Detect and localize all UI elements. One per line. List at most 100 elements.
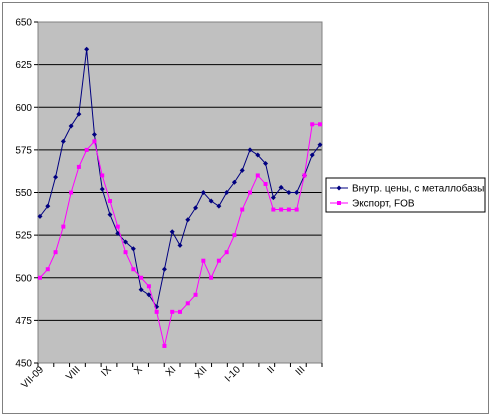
- legend-box: [325, 177, 486, 213]
- legend-item: Экспорт, FOB: [330, 199, 415, 210]
- data-point: [154, 309, 159, 314]
- data-point: [216, 203, 222, 209]
- data-point: [209, 275, 214, 280]
- data-point: [100, 173, 105, 178]
- data-point: [91, 132, 97, 138]
- data-point: [224, 250, 229, 255]
- y-tick-label: 550: [15, 188, 32, 199]
- data-point: [270, 195, 276, 201]
- data-point: [53, 250, 58, 255]
- data-point: [123, 250, 128, 255]
- legend-label: Внутр. цены, с металлобазы: [352, 183, 484, 195]
- data-point: [263, 181, 268, 186]
- data-point: [193, 205, 199, 211]
- series-1: [37, 46, 323, 310]
- data-point: [45, 267, 50, 272]
- x-tick-label: X: [132, 364, 145, 377]
- data-point: [162, 343, 167, 348]
- data-point: [185, 217, 191, 223]
- data-point: [92, 139, 97, 144]
- data-point: [208, 198, 214, 204]
- data-point: [240, 207, 245, 212]
- y-tick-label: 575: [15, 145, 32, 156]
- data-point: [53, 174, 59, 180]
- data-point: [108, 199, 112, 204]
- data-point: [310, 122, 315, 127]
- data-point: [232, 233, 237, 238]
- data-point: [45, 203, 51, 209]
- data-point: [279, 207, 284, 212]
- data-point: [224, 190, 230, 195]
- data-point: [37, 213, 43, 219]
- data-point: [309, 152, 315, 158]
- data-point: [138, 287, 144, 293]
- legend-label: Экспорт, FOB: [352, 199, 415, 210]
- data-point: [169, 229, 175, 235]
- y-tick-label: 500: [15, 273, 32, 284]
- data-point: [255, 173, 260, 178]
- data-point: [286, 190, 292, 195]
- data-point: [185, 301, 190, 306]
- data-point: [146, 292, 152, 298]
- y-tick-label: 600: [15, 103, 32, 114]
- y-axis-ticks: 450 475 500 525 550 575 600 625 650: [15, 18, 38, 370]
- y-tick-label: 525: [15, 231, 32, 242]
- data-point: [200, 190, 206, 195]
- series-2: [38, 122, 322, 348]
- data-point: [286, 207, 291, 212]
- data-point: [161, 266, 167, 272]
- data-point: [76, 111, 82, 117]
- legend-marker: [337, 201, 341, 205]
- data-point: [139, 275, 144, 280]
- legend-item: Внутр. цены, с металлобазы: [330, 183, 484, 195]
- data-point: [255, 152, 261, 158]
- data-point: [278, 184, 284, 190]
- data-point: [177, 242, 183, 248]
- x-tick-label: I-10: [223, 364, 243, 384]
- data-point: [216, 258, 221, 263]
- data-point: [76, 164, 81, 169]
- data-point: [60, 138, 66, 144]
- data-point: [201, 258, 206, 263]
- y-tick-label: 450: [15, 359, 32, 370]
- legend: Внутр. цены, с металлобазы Экспорт, FOB: [325, 177, 486, 213]
- data-point: [193, 292, 198, 297]
- data-point: [170, 309, 175, 314]
- data-point: [84, 46, 90, 52]
- data-point: [302, 173, 307, 178]
- data-point: [84, 147, 89, 152]
- data-point: [247, 147, 253, 153]
- data-point: [146, 284, 151, 289]
- data-point: [239, 167, 245, 173]
- data-point: [231, 179, 237, 185]
- x-tick-label: II: [265, 364, 277, 376]
- x-tick-label: VIII: [64, 364, 82, 382]
- data-point: [99, 186, 105, 192]
- x-axis-ticks: VII-09 VIII IX X XI XII I-10 II III: [19, 363, 323, 391]
- x-tick-label: III: [294, 364, 308, 378]
- data-point: [131, 267, 136, 272]
- data-point: [317, 142, 323, 148]
- data-point: [61, 224, 66, 229]
- data-point: [38, 275, 42, 280]
- data-point: [318, 122, 322, 127]
- data-point: [294, 190, 300, 195]
- data-point: [248, 190, 252, 195]
- data-point: [130, 246, 136, 252]
- x-tick-label: XI: [164, 364, 178, 378]
- data-point: [178, 309, 182, 314]
- data-point: [107, 212, 113, 218]
- data-point: [263, 161, 269, 167]
- data-point: [115, 224, 120, 229]
- data-point: [69, 190, 74, 195]
- data-point: [294, 207, 299, 212]
- data-point: [271, 207, 276, 212]
- y-tick-label: 625: [15, 60, 32, 71]
- legend-marker: [336, 185, 342, 191]
- data-point: [68, 123, 74, 129]
- y-tick-label: 475: [15, 316, 32, 327]
- data-point: [123, 239, 129, 245]
- series-layer: [37, 46, 323, 348]
- y-tick-label: 650: [15, 18, 32, 29]
